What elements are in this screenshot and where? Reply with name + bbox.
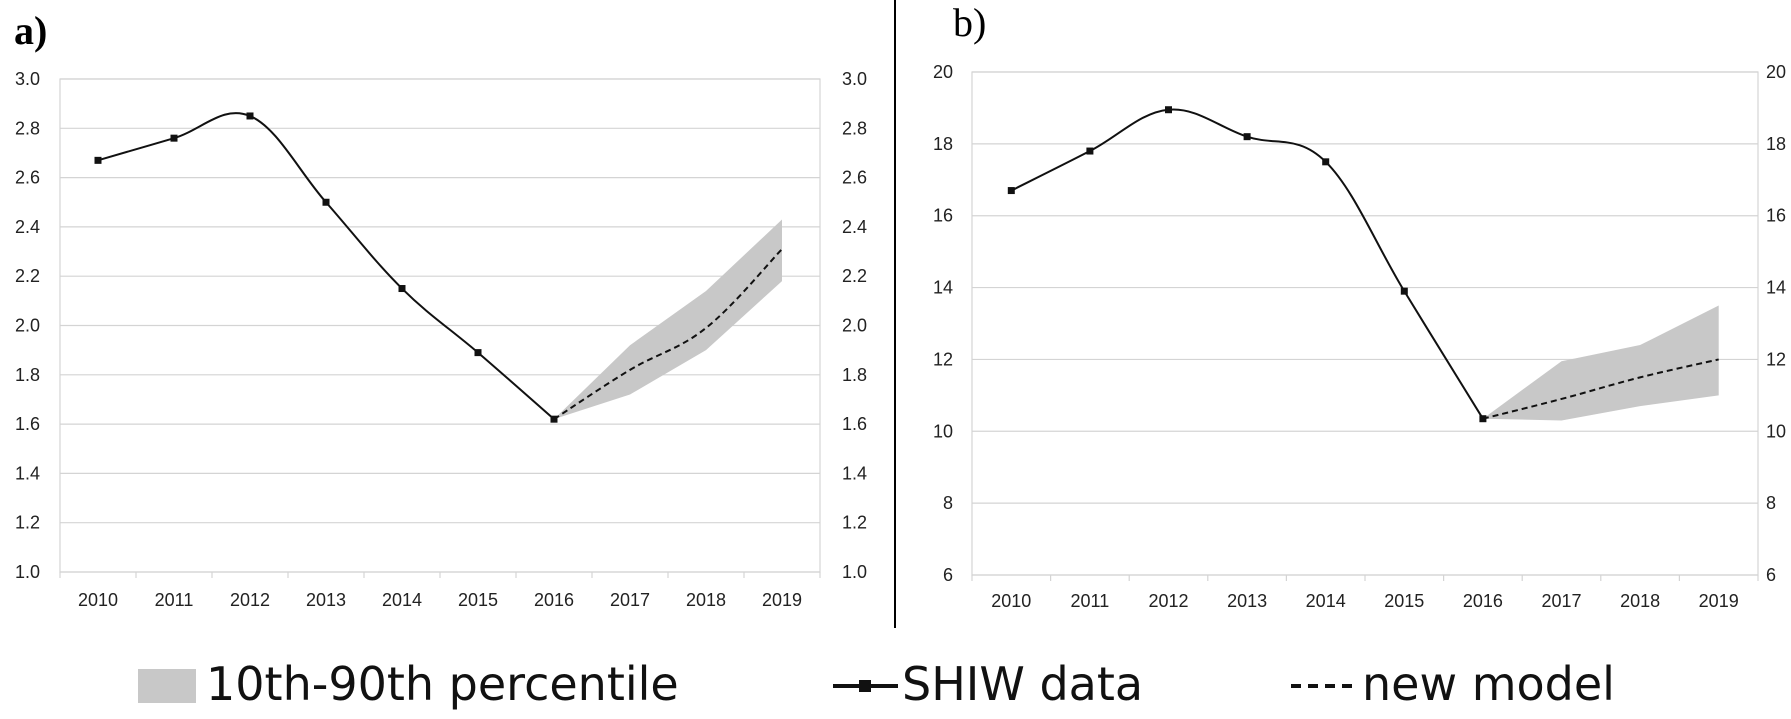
y-tick-label-right: 1.8 [842,365,867,385]
y-tick-label-right: 10 [1766,421,1786,441]
y-tick-label-right: 2.6 [842,168,867,188]
y-tick-label-left: 1.0 [15,562,40,582]
x-tick-label: 2015 [1384,591,1424,611]
y-tick-label-right: 1.2 [842,513,867,533]
shiw-data-point [1007,187,1015,195]
shiw-data-point [1243,133,1251,141]
panel-a-label: a) [14,8,47,53]
shiw-data-point [1400,287,1408,295]
y-tick-label-right: 16 [1766,206,1786,226]
legend-band-swatch [138,669,196,703]
y-tick-label-left: 10 [933,421,953,441]
x-tick-label: 2016 [1463,591,1503,611]
y-tick-label-left: 20 [933,62,953,82]
x-tick-label: 2019 [1699,591,1739,611]
x-tick-label: 2014 [382,590,422,610]
y-tick-label-right: 2.0 [842,316,867,336]
x-tick-label: 2010 [991,591,1031,611]
y-tick-label-right: 20 [1766,62,1786,82]
x-tick-label: 2017 [1541,591,1581,611]
x-tick-label: 2018 [1620,591,1660,611]
shiw-data-point [398,285,406,293]
y-tick-label-right: 6 [1766,565,1776,585]
y-tick-label-right: 14 [1766,278,1786,298]
y-tick-label-left: 1.8 [15,365,40,385]
y-tick-label-left: 18 [933,134,953,154]
x-tick-label: 2015 [458,590,498,610]
x-tick-label: 2013 [306,590,346,610]
y-tick-label-right: 3.0 [842,69,867,89]
x-tick-label: 2010 [78,590,118,610]
x-tick-label: 2011 [1071,591,1110,611]
y-tick-label-right: 8 [1766,493,1776,513]
y-tick-label-left: 8 [943,493,953,513]
shiw-data-point [1322,158,1330,166]
x-tick-label: 2013 [1227,591,1267,611]
shiw-data-point [246,112,254,120]
legend: 10th-90th percentile SHIW data new model [138,657,1615,711]
chart-panel-a: 1.0 1.0 1.2 1.2 1.4 1.4 1.6 1.6 1.8 1.8 2.0 2.0 2.2 2… [15,69,867,610]
x-tick-label: 2016 [534,590,574,610]
x-tick-label: 2012 [230,590,270,610]
legend-model-label: new model [1362,657,1615,711]
x-tick-label: 2012 [1148,591,1188,611]
y-tick-label-right: 1.0 [842,562,867,582]
new-model-line [553,248,783,421]
shiw-data-line [1010,108,1484,420]
shiw-data-point [1086,147,1094,155]
new-model-line [1482,358,1719,420]
panel-b-label: b) [953,0,986,45]
x-tick-label: 2014 [1306,591,1346,611]
y-tick-label-left: 1.4 [15,463,40,483]
y-tick-label-right: 12 [1766,349,1786,369]
y-tick-label-left: 16 [933,206,953,226]
y-tick-label-right: 1.6 [842,414,867,434]
shiw-data-point [474,349,482,357]
y-tick-label-right: 2.4 [842,217,867,237]
y-tick-label-left: 12 [933,349,953,369]
y-tick-label-left: 2.2 [15,266,40,286]
y-tick-label-right: 2.2 [842,266,867,286]
x-tick-label: 2017 [610,590,650,610]
x-tick-label: 2011 [155,590,194,610]
percentile-band [1482,305,1719,421]
x-tick-label: 2018 [686,590,726,610]
x-tick-label: 2019 [762,590,802,610]
chart-panel-b: 6 6 8 8 10 10 12 12 14 14 16 16 18 18 20 20 2010 2011 2012… [933,62,1786,611]
y-tick-label-right: 2.8 [842,118,867,138]
shiw-data-point [322,198,330,206]
y-tick-label-left: 2.0 [15,316,40,336]
y-tick-label-right: 1.4 [842,463,867,483]
legend-band-label: 10th-90th percentile [206,657,679,711]
shiw-data-point [170,134,178,142]
legend-data-label: SHIW data [902,657,1143,711]
y-tick-label-left: 1.2 [15,513,40,533]
y-tick-label-left: 3.0 [15,69,40,89]
shiw-data-point [1165,106,1172,114]
y-tick-label-left: 14 [933,278,953,298]
shiw-data-point [94,156,102,164]
shiw-data-line [97,112,555,420]
percentile-band [554,219,782,420]
y-tick-label-left: 6 [943,565,953,585]
y-tick-label-left: 2.6 [15,168,40,188]
legend-data-marker [859,680,871,692]
y-tick-label-left: 2.4 [15,217,40,237]
plot-area [971,71,1759,576]
y-tick-label-left: 1.6 [15,414,40,434]
y-tick-label-left: 2.8 [15,118,40,138]
y-tick-label-right: 18 [1766,134,1786,154]
